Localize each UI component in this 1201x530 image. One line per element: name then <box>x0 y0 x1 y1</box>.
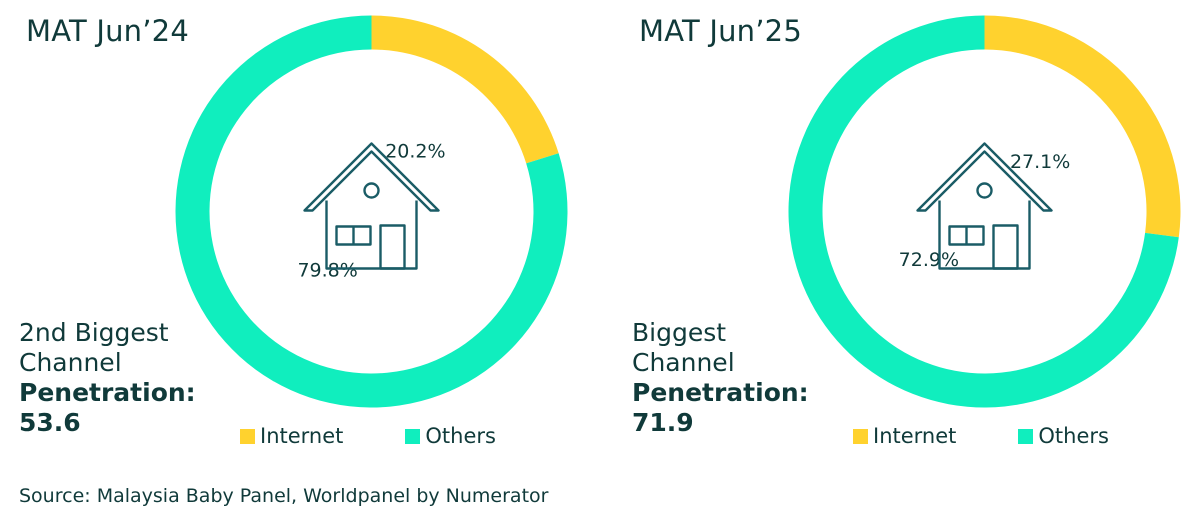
house-icon <box>303 142 440 270</box>
house-icon-part <box>976 182 993 199</box>
legend-swatch-internet <box>853 428 868 444</box>
donut-chart: 20.2% 79.8% <box>174 14 569 409</box>
legend-swatch-internet <box>240 428 255 444</box>
house-icon-part <box>363 182 380 199</box>
house-icon-part <box>992 224 1019 270</box>
legend: Internet Others <box>853 424 1171 448</box>
data-label: 79.8% <box>297 260 357 282</box>
donut-svg: 27.1% 72.9% <box>788 15 1181 408</box>
chart-panel-jun24: MAT Jun’24 20.2% 79.8% 2nd Biggest Channe… <box>0 0 600 470</box>
subtitle-line: Biggest <box>632 318 727 347</box>
subtitle-line: Channel <box>632 348 735 377</box>
chart-title: MAT Jun’25 <box>639 14 802 48</box>
data-label: 20.2% <box>385 140 445 162</box>
legend-item-others: Others <box>405 424 496 448</box>
house-icon-part <box>379 224 406 270</box>
legend: Internet Others <box>240 424 558 448</box>
legend-label: Others <box>1038 424 1109 448</box>
slice-internet <box>371 15 559 164</box>
house-icon-part <box>938 200 1031 270</box>
data-label: 27.1% <box>1010 151 1070 173</box>
penetration-value: 71.9 <box>632 408 694 437</box>
channel-description: 2nd Biggest Channel Penetration: 53.6 <box>19 318 196 438</box>
donut-chart: 27.1% 72.9% <box>787 14 1182 409</box>
legend-swatch-others <box>405 428 421 444</box>
subtitle-line: 2nd Biggest <box>19 318 169 347</box>
penetration-label: Penetration: <box>632 378 809 407</box>
house-icon-part <box>325 200 418 270</box>
penetration-label: Penetration: <box>19 378 196 407</box>
legend-label: Others <box>425 424 496 448</box>
subtitle-line: Channel <box>19 348 122 377</box>
donut-svg: 20.2% 79.8% <box>175 15 568 408</box>
chart-panel-jun25: MAT Jun’25 27.1% 72.9% Biggest Channel Pe… <box>613 0 1201 470</box>
penetration-value: 53.6 <box>19 408 81 437</box>
slice-internet <box>984 15 1181 238</box>
legend-label: Internet <box>873 424 957 448</box>
house-icon <box>916 142 1053 270</box>
house-icon-part <box>916 142 1053 212</box>
legend-swatch-others <box>1018 428 1034 444</box>
house-icon-part <box>303 142 440 212</box>
legend-label: Internet <box>260 424 344 448</box>
legend-item-internet: Internet <box>240 424 343 448</box>
legend-item-internet: Internet <box>853 424 956 448</box>
source-note: Source: Malaysia Baby Panel, Worldpanel … <box>19 485 549 507</box>
legend-item-others: Others <box>1018 424 1109 448</box>
channel-description: Biggest Channel Penetration: 71.9 <box>632 318 809 438</box>
data-label: 72.9% <box>899 249 959 271</box>
chart-title: MAT Jun’24 <box>26 14 189 48</box>
